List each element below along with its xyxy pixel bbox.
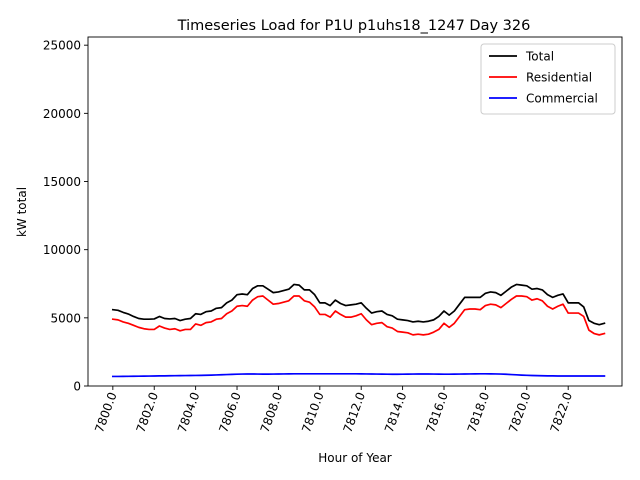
legend-label-residential: Residential (526, 71, 592, 85)
series-layer (111, 283, 606, 378)
x-axis-label: Hour of Year (318, 451, 392, 465)
series-line-residential (111, 295, 606, 336)
y-tick-label: 15000 (43, 175, 81, 189)
x-tick-label: 7800.0 (92, 390, 120, 434)
y-tick-label: 0 (73, 380, 81, 394)
x-tick-label: 7810.0 (299, 390, 327, 434)
x-tick-label: 7808.0 (258, 390, 286, 434)
y-tick-label: 10000 (43, 243, 81, 257)
x-tick-label: 7802.0 (134, 390, 162, 434)
legend-frame (480, 43, 616, 115)
x-tick-label: 7812.0 (341, 390, 369, 434)
series-line-commercial (111, 372, 606, 378)
y-tick-label: 20000 (43, 107, 81, 121)
x-tick-label: 7818.0 (465, 390, 493, 434)
x-tick-label: 7814.0 (382, 390, 410, 434)
chart-title: Timeseries Load for P1U p1uhs18_1247 Day… (177, 18, 531, 34)
x-tick-label: 7822.0 (547, 390, 575, 434)
y-tick-label: 5000 (50, 311, 81, 325)
chart-legend: Total Residential Commercial (480, 43, 616, 115)
y-axis-label: kW total (15, 187, 29, 237)
x-tick-label: 7820.0 (506, 390, 534, 434)
plot-frame (87, 36, 623, 387)
legend-label-total: Total (525, 50, 554, 64)
x-axis-ticks: 7800.0 7802.0 7804.0 7806.0 7808.0 7810.0 7812… (92, 386, 575, 434)
x-tick-label: 7806.0 (216, 390, 244, 434)
y-tick-label: 25000 (43, 39, 81, 53)
x-tick-label: 7816.0 (423, 390, 451, 434)
legend-label-commercial: Commercial (526, 92, 598, 106)
x-tick-label: 7804.0 (175, 390, 203, 434)
series-line-total (111, 283, 606, 326)
y-axis-ticks: 0 5000 10000 15000 20000 25000 (43, 39, 88, 394)
